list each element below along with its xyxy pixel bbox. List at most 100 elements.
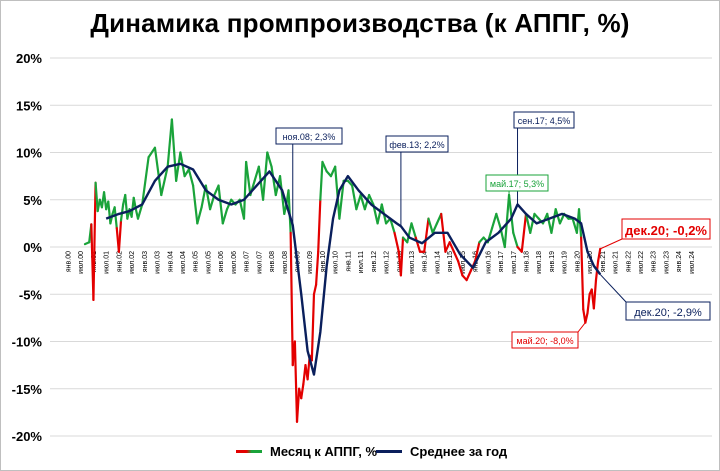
- x-tick-label: янв.23: [651, 251, 658, 272]
- monthly-segment: [175, 151, 182, 182]
- annotation-label: ноя.08; 2,3%: [283, 132, 336, 142]
- monthly-segment: [257, 165, 265, 201]
- x-tick-label: июл.04: [180, 251, 187, 274]
- legend-label-average: Среднее за год: [410, 444, 508, 459]
- monthly-segment: [448, 241, 456, 253]
- monthly-segment: [170, 118, 178, 182]
- monthly-segment: [465, 269, 472, 282]
- monthly-segment: [457, 260, 464, 277]
- monthly-segment: [245, 160, 252, 197]
- x-tick-label: июл.01: [104, 251, 111, 274]
- monthly-segment: [147, 146, 157, 159]
- monthly-segment: [242, 160, 248, 220]
- monthly-segment: [580, 236, 585, 311]
- x-tick-label: янв.17: [498, 251, 505, 272]
- monthly-segment: [338, 179, 345, 220]
- monthly-segment: [334, 165, 341, 220]
- chart-title: Динамика промпроизводства (к АППГ, %): [90, 8, 630, 38]
- x-tick-label: янв.21: [600, 251, 607, 272]
- monthly-segment: [410, 222, 417, 239]
- x-tick-label: июл.10: [333, 251, 340, 274]
- x-tick-label: янв.11: [345, 251, 352, 272]
- monthly-segment: [490, 212, 498, 230]
- legend-item-average: Среднее за год: [376, 444, 507, 459]
- monthly-segment: [317, 198, 322, 253]
- x-tick-label: июл.19: [562, 251, 569, 274]
- monthly-segment: [196, 206, 203, 225]
- x-tick-label: июл.21: [613, 251, 620, 274]
- monthly-segment: [92, 181, 97, 302]
- x-tick-label: июл.08: [282, 251, 289, 274]
- x-tick-label: янв.24: [676, 251, 683, 272]
- x-tick-label: янв.00: [66, 251, 73, 272]
- monthly-segment: [546, 212, 553, 234]
- monthly-segment: [107, 200, 112, 225]
- monthly-segment: [520, 212, 528, 253]
- monthly-segment: [393, 231, 400, 253]
- annotation-box: [625, 301, 711, 321]
- y-tick-label: 10%: [16, 146, 42, 161]
- monthly-segment: [550, 208, 557, 234]
- monthly-segment: [367, 193, 375, 206]
- monthly-segment: [452, 250, 460, 263]
- annotation-leader: [600, 238, 623, 250]
- monthly-segment: [293, 340, 299, 423]
- x-tick-label: янв.08: [269, 251, 276, 272]
- x-tick-label: июл.24: [689, 251, 696, 274]
- monthly-segment: [124, 193, 129, 220]
- monthly-segment: [474, 241, 481, 263]
- monthly-segment: [359, 193, 366, 211]
- x-tick-label: янв.22: [625, 251, 632, 272]
- y-tick-label: -20%: [12, 429, 43, 444]
- legend-item-monthly: Месяц к АППГ, %: [236, 444, 377, 459]
- annotation-box: [485, 174, 549, 192]
- x-tick-label: янв.05: [193, 251, 200, 272]
- monthly-segment: [584, 312, 589, 324]
- x-tick-label: янв.15: [447, 251, 454, 272]
- monthly-segment: [321, 160, 328, 173]
- monthly-segment: [529, 212, 536, 234]
- average-line: [105, 162, 602, 376]
- x-tick-label: янв.14: [422, 251, 429, 272]
- x-tick-label: июл.14: [434, 251, 441, 274]
- x-tick-label: июл.05: [205, 251, 212, 274]
- x-tick-label: июл.16: [485, 251, 492, 274]
- annotation-box: [513, 111, 575, 129]
- monthly-segment: [495, 212, 502, 230]
- monthly-segment: [278, 175, 286, 216]
- y-tick-label: 0%: [23, 240, 42, 255]
- annotation-box: [621, 218, 711, 240]
- legend-label-monthly: Месяц к АППГ, %: [270, 444, 378, 459]
- monthly-segment: [597, 247, 602, 263]
- x-tick-label: июл.03: [155, 251, 162, 274]
- y-tick-label: 5%: [23, 193, 42, 208]
- x-tick-label: янв.10: [320, 251, 327, 272]
- annotation-label: фев.13; 2,2%: [389, 140, 444, 150]
- annotation-label: май.20; -8,0%: [516, 336, 573, 346]
- x-tick-label: июл.23: [663, 251, 670, 274]
- monthly-segment: [389, 217, 396, 234]
- monthly-segment: [153, 146, 163, 197]
- monthly-segment: [289, 231, 294, 367]
- monthly-segment: [217, 184, 224, 225]
- x-tick-label: июл.15: [460, 251, 467, 274]
- x-tick-label: янв.12: [371, 251, 378, 272]
- annotation-leader: [599, 274, 627, 303]
- monthly-segment: [310, 293, 316, 362]
- x-tick-label: июл.06: [231, 251, 238, 274]
- monthly-segment: [363, 193, 371, 211]
- x-tick-label: янв.06: [218, 251, 225, 272]
- monthly-segment: [376, 203, 383, 225]
- monthly-segment: [295, 387, 301, 423]
- x-tick-label: янв.20: [574, 251, 581, 272]
- x-tick-label: янв.04: [167, 251, 174, 272]
- x-tick-label: янв.03: [142, 251, 149, 272]
- monthly-segment: [427, 217, 434, 234]
- x-tick-label: июл.20: [587, 251, 594, 274]
- y-tick-label: 20%: [16, 51, 42, 66]
- x-tick-label: июл.07: [256, 251, 263, 274]
- annotation-label: сен.17; 4,5%: [518, 116, 571, 126]
- x-tick-label: янв.19: [549, 251, 556, 272]
- monthly-segment: [503, 193, 511, 249]
- monthly-segment: [117, 219, 123, 253]
